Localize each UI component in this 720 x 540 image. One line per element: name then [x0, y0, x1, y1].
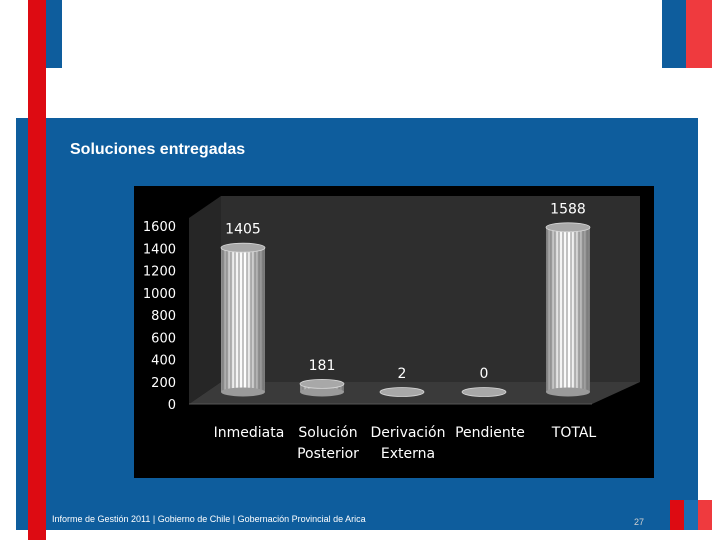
side-wall [189, 196, 221, 404]
bar: 1588 [545, 201, 591, 397]
corner-block-blue-bottom [684, 500, 698, 530]
x-tick-label: Posterior [297, 446, 359, 462]
footer-text: Informe de Gestión 2011 | Gobierno de Ch… [52, 514, 366, 524]
y-tick-label: 800 [151, 309, 176, 324]
y-tick-label: 1400 [143, 242, 176, 257]
y-tick-label: 0 [168, 398, 176, 413]
x-tick-label: Externa [381, 446, 435, 462]
data-label: 2 [398, 366, 407, 382]
slide-title: Soluciones entregadas [70, 141, 246, 158]
y-axis: 0 200 400 600 800 1000 1200 1400 1600 [143, 220, 176, 413]
chart-area: 0 200 400 600 800 1000 1200 1400 1600 1405 181 2 0 1… [134, 186, 654, 478]
x-axis: Inmediata Solución Posterior Derivación Exte… [214, 425, 597, 462]
bar-base [546, 387, 590, 397]
x-tick-label: TOTAL [551, 425, 597, 441]
bar: 2 [379, 366, 425, 397]
y-tick-label: 400 [151, 354, 176, 369]
y-tick-label: 1000 [143, 287, 176, 302]
corner-block-red [686, 0, 712, 68]
y-tick-label: 1200 [143, 265, 176, 280]
bar-top [379, 387, 425, 397]
data-label: 1405 [225, 222, 261, 238]
back-wall [221, 196, 640, 382]
corner-block-blue [662, 0, 686, 68]
red-stripe [28, 0, 46, 540]
data-label: 1588 [550, 201, 586, 217]
page-number: 27 [634, 517, 645, 527]
corner-block-red-bottom-right [698, 500, 712, 530]
y-tick-label: 200 [151, 376, 176, 391]
bar-top [545, 222, 591, 233]
x-tick-label: Inmediata [214, 425, 285, 441]
bar-top [220, 242, 266, 253]
x-tick-label: Derivación [371, 425, 446, 441]
bar: 0 [461, 366, 507, 397]
bar-base [300, 387, 344, 397]
y-tick-label: 600 [151, 331, 176, 346]
bar-stripes [221, 247, 265, 392]
blue-stripe [46, 0, 62, 68]
x-tick-label: Solución [298, 425, 357, 441]
bar-top [299, 378, 345, 389]
bar-stripes [546, 227, 590, 392]
bars: 1405 181 2 0 1588 [220, 201, 591, 397]
bar-base [221, 387, 265, 397]
data-label: 181 [309, 358, 336, 374]
y-tick-label: 1600 [143, 220, 176, 235]
bar: 1405 [220, 222, 266, 397]
x-tick-label: Pendiente [455, 425, 525, 441]
data-label: 0 [480, 366, 489, 382]
corner-block-red-bottom [670, 500, 686, 530]
bar-top [461, 387, 507, 397]
bar: 181 [299, 358, 345, 397]
